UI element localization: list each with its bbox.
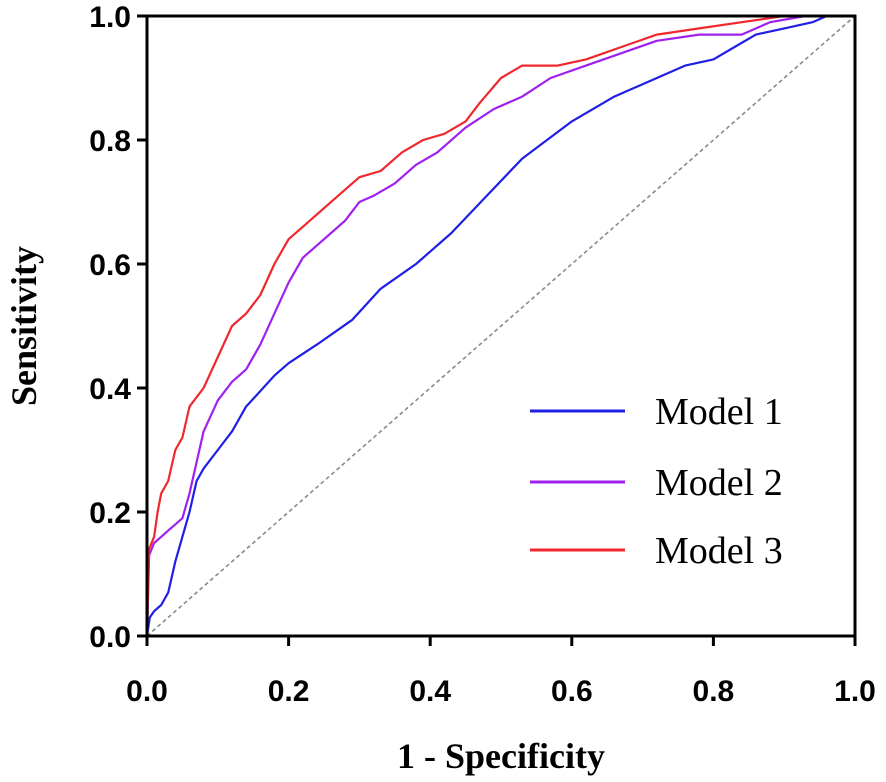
x-tick-label: 0.0	[126, 675, 168, 708]
series-line-model-1	[145, 14, 855, 637]
y-tick-label: 0.0	[89, 621, 131, 654]
reference-layer	[146, 15, 856, 637]
y-axis-title: Sensitivity	[4, 246, 44, 406]
reference-diagonal-line	[146, 15, 856, 637]
x-tick-label: 1.0	[834, 675, 876, 708]
legend-label-model-1: Model 1	[655, 391, 783, 433]
y-tick-label: 1.0	[89, 1, 131, 34]
y-tick-label: 0.6	[89, 249, 131, 282]
x-axis-title: 1 - Specificity	[397, 736, 605, 776]
series-line-model-2	[145, 14, 855, 637]
x-tick-label: 0.2	[268, 675, 310, 708]
tick-layer: 0.0 0.2 0.4 0.6 0.8 1.0 0.0 0.2 0.4 0.6 0.8 1.0	[89, 1, 876, 708]
legend-label-model-2: Model 2	[655, 462, 783, 504]
x-tick-label: 0.8	[693, 675, 735, 708]
y-tick-label: 0.2	[89, 497, 131, 530]
legend-label-model-3: Model 3	[655, 530, 783, 572]
series-line-model-3	[145, 14, 855, 637]
x-tick-label: 0.6	[551, 675, 593, 708]
plot-frame	[145, 14, 857, 638]
y-tick-label: 0.8	[89, 125, 131, 158]
legend: Model 1 Model 2 Model 3	[530, 391, 783, 572]
y-tick-label: 0.4	[89, 373, 131, 406]
x-tick-label: 0.4	[409, 675, 451, 708]
series-layer	[145, 14, 855, 637]
